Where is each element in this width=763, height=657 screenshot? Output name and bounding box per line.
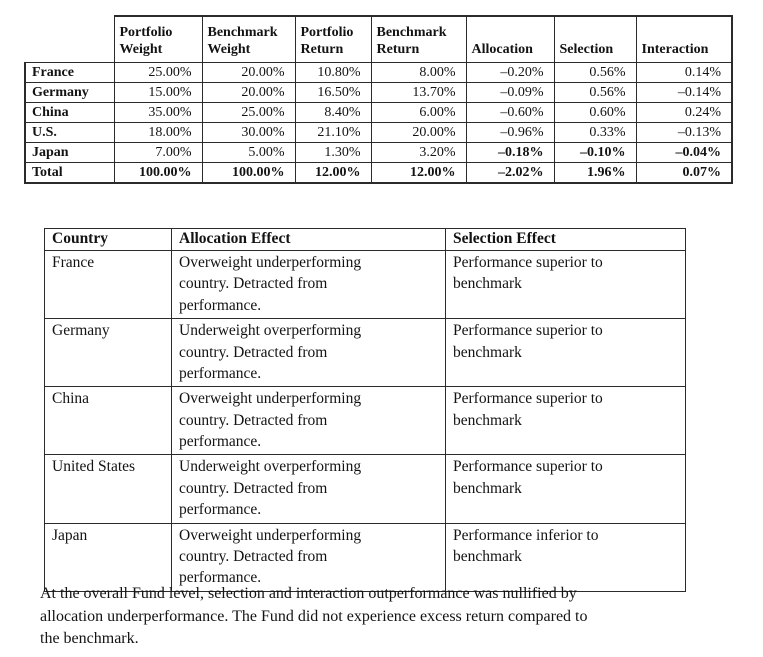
column-header-selection-effect: Selection Effect [445, 228, 686, 251]
value-cell: –0.04% [635, 142, 733, 163]
value-cell: 8.00% [370, 62, 467, 83]
value-cell: 10.80% [294, 62, 372, 83]
value-cell: 3.20% [370, 142, 467, 163]
value-cell: 21.10% [294, 122, 372, 143]
value-cell: 8.40% [294, 102, 372, 123]
row-label: U.S. [24, 122, 115, 143]
column-header-allocation-effect: Allocation Effect [171, 228, 446, 251]
value-cell: 1.96% [553, 162, 637, 184]
value-cell: 0.24% [635, 102, 733, 123]
corner-cell [25, 16, 115, 63]
value-cell: 20.00% [370, 122, 467, 143]
value-cell: 0.14% [635, 62, 733, 83]
row-label: Germany [24, 82, 115, 103]
column-header-benchmark-weight: Benchmark Weight [201, 15, 296, 63]
allocation-effect-cell: Overweight underperforming country. Detr… [171, 522, 446, 592]
effects-header-row: Country Allocation Effect Selection Effe… [44, 228, 686, 251]
value-cell: –2.02% [465, 162, 555, 184]
row-label: France [24, 62, 115, 83]
table-row-china: China 35.00% 25.00% 8.40% 6.00% –0.60% 0… [24, 102, 733, 123]
table-row-total: Total 100.00% 100.00% 12.00% 12.00% –2.0… [24, 162, 733, 184]
country-cell: Germany [44, 318, 172, 388]
value-cell: 0.56% [553, 82, 637, 103]
summary-paragraph: At the overall Fund level, selection and… [40, 585, 588, 648]
allocation-effect-cell: Overweight underperforming country. Detr… [171, 249, 446, 320]
value-cell: 7.00% [113, 142, 203, 163]
value-cell: 1.30% [294, 142, 372, 163]
value-cell: –0.96% [465, 122, 555, 143]
value-cell: 30.00% [201, 122, 296, 143]
allocation-effect-cell: Underweight overperforming country. Detr… [171, 454, 446, 524]
value-cell: –0.60% [465, 102, 555, 123]
value-cell: –0.10% [553, 142, 637, 163]
table-row-us: U.S. 18.00% 30.00% 21.10% 20.00% –0.96% … [24, 122, 733, 143]
value-cell: –0.20% [465, 62, 555, 83]
effects-row-france: France Overweight underperforming countr… [44, 249, 686, 320]
column-header-country: Country [44, 228, 172, 251]
selection-effect-cell: Performance superior to benchmark [445, 386, 686, 456]
country-cell: United States [44, 454, 172, 524]
allocation-effect-cell: Overweight underperforming country. Detr… [171, 386, 446, 456]
row-label: China [24, 102, 115, 123]
value-cell: 20.00% [201, 82, 296, 103]
value-cell: 25.00% [201, 102, 296, 123]
value-cell: –0.09% [465, 82, 555, 103]
column-header-portfolio-weight: Portfolio Weight [113, 15, 203, 63]
value-cell: 0.56% [553, 62, 637, 83]
column-header-benchmark-return: Benchmark Return [370, 15, 467, 63]
selection-effect-cell: Performance superior to benchmark [445, 249, 686, 320]
effects-row-china: China Overweight underperforming country… [44, 386, 686, 456]
value-cell: 16.50% [294, 82, 372, 103]
value-cell: 35.00% [113, 102, 203, 123]
selection-effect-cell: Performance inferior to benchmark [445, 522, 686, 592]
value-cell: 25.00% [113, 62, 203, 83]
effects-row-japan: Japan Overweight underperforming country… [44, 522, 686, 592]
selection-effect-cell: Performance superior to benchmark [445, 454, 686, 524]
value-cell: 0.60% [553, 102, 637, 123]
value-cell: 12.00% [294, 162, 372, 184]
country-cell: Japan [44, 522, 172, 592]
table-row-france: France 25.00% 20.00% 10.80% 8.00% –0.20%… [24, 62, 733, 83]
allocation-effect-cell: Underweight overperforming country. Detr… [171, 318, 446, 388]
value-cell: 18.00% [113, 122, 203, 143]
effects-table: Country Allocation Effect Selection Effe… [44, 228, 686, 592]
country-cell: China [44, 386, 172, 456]
attribution-table: Portfolio Weight Benchmark Weight Portfo… [24, 15, 733, 184]
value-cell: 15.00% [113, 82, 203, 103]
column-header-allocation: Allocation [465, 15, 555, 63]
value-cell: 6.00% [370, 102, 467, 123]
value-cell: 100.00% [201, 162, 296, 184]
value-cell: 0.07% [635, 162, 733, 184]
table-row-japan: Japan 7.00% 5.00% 1.30% 3.20% –0.18% –0.… [24, 142, 733, 163]
value-cell: –0.13% [635, 122, 733, 143]
value-cell: 20.00% [201, 62, 296, 83]
country-cell: France [44, 249, 172, 320]
value-cell: –0.14% [635, 82, 733, 103]
attribution-header-row: Portfolio Weight Benchmark Weight Portfo… [25, 15, 733, 63]
row-label: Total [24, 162, 115, 184]
effects-row-germany: Germany Underweight overperforming count… [44, 318, 686, 388]
table-row-germany: Germany 15.00% 20.00% 16.50% 13.70% –0.0… [24, 82, 733, 103]
column-header-selection: Selection [553, 15, 637, 63]
value-cell: 13.70% [370, 82, 467, 103]
selection-effect-cell: Performance superior to benchmark [445, 318, 686, 388]
value-cell: 0.33% [553, 122, 637, 143]
row-label: Japan [24, 142, 115, 163]
value-cell: –0.18% [465, 142, 555, 163]
effects-row-united-states: United States Underweight overperforming… [44, 454, 686, 524]
value-cell: 100.00% [113, 162, 203, 184]
column-header-portfolio-return: Portfolio Return [294, 15, 372, 63]
value-cell: 5.00% [201, 142, 296, 163]
value-cell: 12.00% [370, 162, 467, 184]
column-header-interaction: Interaction [635, 15, 733, 63]
